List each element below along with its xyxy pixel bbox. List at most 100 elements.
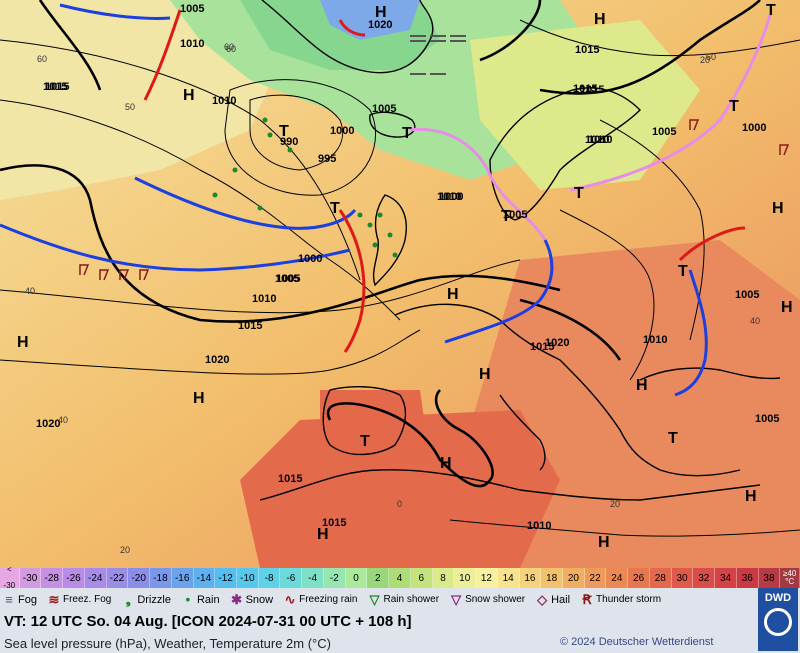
scale-cell: 14 xyxy=(497,568,520,588)
high-center: H xyxy=(636,377,648,394)
isobar-label: 995 xyxy=(318,153,336,165)
dwd-logo-text: DWD xyxy=(764,592,792,604)
isobar-label: 1015 xyxy=(45,81,69,93)
isobar-label: 1010 xyxy=(527,520,551,532)
isobar-label: 1005 xyxy=(180,3,204,15)
isobar-1020 xyxy=(479,0,542,62)
isobar-label: 1010 xyxy=(252,293,276,305)
warm-front xyxy=(143,9,182,101)
low-center: T xyxy=(574,185,584,202)
scale-cell: 20 xyxy=(563,568,585,588)
scale-cell: 36 xyxy=(736,568,759,588)
isobar-label: 1000 xyxy=(298,253,322,265)
scale-max-text: ≥40 xyxy=(783,569,797,578)
temperature-label: 50 xyxy=(125,102,135,112)
scale-cell: 6 xyxy=(410,568,433,588)
low-center: T xyxy=(279,123,289,140)
temperature-scale: < -30 -30 -28 -26 -24 -22 -20 -18 -16 -14 -12 -10 -8-… xyxy=(0,565,800,590)
isobar-label: 1000 xyxy=(742,122,766,134)
thunderstorm-icon: Ꞧ xyxy=(582,591,592,607)
warm-front xyxy=(338,19,366,37)
low-center: T xyxy=(766,2,776,19)
isobar-label: 1020 xyxy=(205,354,229,366)
isobar-label: 990 xyxy=(280,136,298,148)
high-center: H xyxy=(375,4,387,21)
temperature-label: 40 xyxy=(25,286,35,296)
legend-item: ∿ Freezing rain xyxy=(281,592,358,608)
rain-symbols xyxy=(212,117,398,258)
isobar-label: 1020 xyxy=(545,337,569,349)
isobar xyxy=(559,209,655,381)
legend-label: Freezing rain xyxy=(299,593,358,605)
high-center: H xyxy=(317,526,329,543)
isobar-label: 1000 xyxy=(330,125,354,137)
isobar-label: 1010 xyxy=(212,95,236,107)
scale-cell: -24 xyxy=(84,568,107,588)
greenland-coast xyxy=(261,0,434,74)
scale-cell: 32 xyxy=(693,568,716,588)
temperature-zone-africa xyxy=(240,410,560,568)
temperature-label: 60 xyxy=(37,54,47,64)
copyright: © 2024 Deutscher Wetterdienst xyxy=(560,636,714,648)
rain-shower-icon: ▽ xyxy=(369,591,380,607)
weather-symbols xyxy=(79,35,790,281)
isobar xyxy=(449,519,800,537)
low-center: T xyxy=(678,263,688,280)
scale-cell: 30 xyxy=(671,568,694,588)
isobars xyxy=(0,19,800,537)
isobar-label: 1005 xyxy=(735,289,759,301)
low-center: T xyxy=(729,98,739,115)
legend-item: ▽ Snow shower xyxy=(447,592,525,608)
isobar-low xyxy=(224,79,377,196)
scale-cell: 4 xyxy=(389,568,411,588)
isobar-label: 1005 xyxy=(372,103,396,115)
cold-front xyxy=(59,3,171,20)
scale-cell: -10 xyxy=(237,568,259,588)
temperature-label: 40 xyxy=(750,316,760,326)
temperature-zone-cold xyxy=(320,0,420,40)
isobar-label: 1020 xyxy=(368,19,392,31)
legend-item: ◇ Hail xyxy=(533,592,570,608)
scale-cell-max: ≥40 °C xyxy=(780,568,800,588)
high-center: H xyxy=(447,286,459,303)
legend-label: Snow shower xyxy=(465,593,526,605)
scale-max-text: °C xyxy=(785,577,795,586)
isobar-label: 1015 xyxy=(530,341,554,353)
scale-cell: 24 xyxy=(606,568,629,588)
temperature-labels: 60 60 50 40 40 20 20 0 20 40 60 60 xyxy=(25,42,760,555)
footer: VT: 12 UTC So. 04 Aug. [ICON 2024-07-31 … xyxy=(0,611,800,653)
freezing-fog-icon: ≋ xyxy=(48,591,60,607)
isobar-labels: 1005 1010 1020 1015 1015 1010 1005 1000 … xyxy=(36,3,779,532)
isobar-label: 1005 xyxy=(755,413,779,425)
isobar-label: 1010 xyxy=(437,191,461,203)
weather-map-canvas: 1005 1010 1020 1015 1015 1010 1005 1000 … xyxy=(0,0,800,568)
temperature-zone-scandinavia xyxy=(470,20,700,190)
isobar-1015 xyxy=(326,389,494,488)
scale-cell: -26 xyxy=(63,568,85,588)
scale-cell: 12 xyxy=(476,568,498,588)
high-center: H xyxy=(594,11,606,28)
temperature-label: 60 xyxy=(224,42,234,52)
fog-symbols xyxy=(410,35,466,75)
isobar-label: 1010 xyxy=(643,334,667,346)
scale-min-text: -30 xyxy=(3,581,16,590)
legend-label: Snow xyxy=(245,593,274,606)
scale-min-text: < xyxy=(6,565,12,574)
isobar-low xyxy=(249,94,344,171)
temperature-label: 60 xyxy=(706,52,716,62)
hail-icon: ◇ xyxy=(537,591,548,607)
high-center: H xyxy=(598,534,610,551)
scale-cell: 18 xyxy=(541,568,564,588)
isobar xyxy=(0,329,421,375)
legend-label: Rain shower xyxy=(383,593,440,605)
legend-item: • Rain xyxy=(179,592,220,608)
cold-front xyxy=(444,239,554,344)
low-center: T xyxy=(668,430,678,447)
scale-cell: 34 xyxy=(715,568,737,588)
occlusion xyxy=(569,14,772,192)
fronts xyxy=(0,3,772,397)
scale-cell: 22 xyxy=(584,568,607,588)
scale-cell: -8 xyxy=(258,568,281,588)
iceland-coast xyxy=(369,111,416,138)
low-center: T xyxy=(501,208,511,225)
